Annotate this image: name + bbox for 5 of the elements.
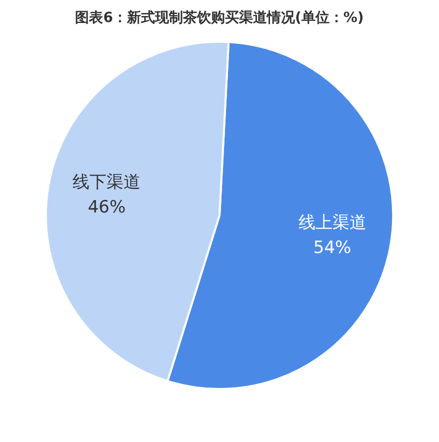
slice-label: 线下渠道 (72, 172, 141, 193)
data-label: 46% (88, 198, 126, 218)
slice-label: 线上渠道 (298, 213, 366, 234)
data-label: 54% (313, 238, 352, 258)
chart-title: 图表6：新式现制茶饮购买渠道情况(单位：%) (75, 9, 364, 26)
